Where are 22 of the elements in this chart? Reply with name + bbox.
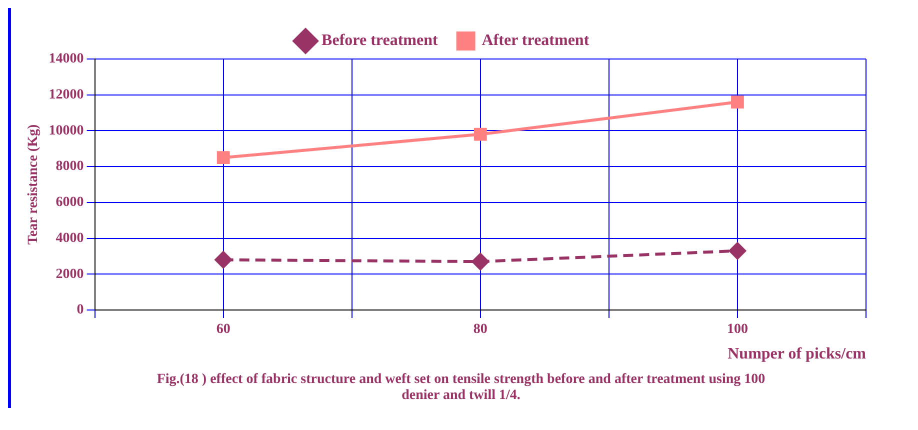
y-tick-label: 10000: [48, 123, 84, 138]
y-tick-label: 0: [76, 302, 84, 318]
y-tick-label: 14000: [48, 52, 84, 67]
x-tick-label: 80: [473, 322, 488, 338]
point: [472, 253, 489, 270]
x-tick-label: 100: [726, 322, 748, 338]
x-axis-title: Numper of picks/cm: [728, 346, 867, 363]
y-tick-label: 8000: [56, 159, 84, 174]
y-tick-label: 6000: [56, 195, 84, 210]
y-axis-title: Tear resistance (Kg): [26, 124, 42, 245]
x-tick-label: 60: [216, 322, 230, 338]
point: [216, 151, 230, 164]
legend-label: Before treatment: [322, 32, 438, 50]
y-tick-label: 4000: [56, 230, 84, 246]
point: [214, 251, 232, 268]
legend-label: After treatment: [482, 32, 590, 50]
y-tick-label: 2000: [56, 266, 84, 282]
point: [731, 96, 744, 108]
point: [474, 128, 487, 141]
point: [728, 242, 746, 260]
text: Fig.(18 ) effect of fabric structure and weft set on tensile strength before and after treatment using 100 denier and twill 1/4.: [156, 371, 766, 405]
y-tick-label: 12000: [48, 87, 84, 102]
